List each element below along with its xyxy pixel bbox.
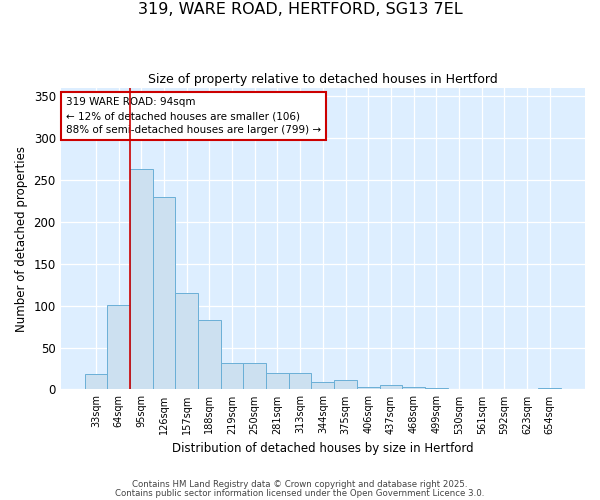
Text: 319, WARE ROAD, HERTFORD, SG13 7EL: 319, WARE ROAD, HERTFORD, SG13 7EL [137,2,463,18]
Y-axis label: Number of detached properties: Number of detached properties [15,146,28,332]
Title: Size of property relative to detached houses in Hertford: Size of property relative to detached ho… [148,72,498,86]
Bar [85,374,107,390]
Bar [402,387,425,390]
Bar [107,305,130,390]
Bar [198,320,221,390]
Text: Contains HM Land Registry data © Crown copyright and database right 2025.: Contains HM Land Registry data © Crown c… [132,480,468,489]
Bar [334,380,357,390]
Bar [152,197,175,390]
Bar [311,382,334,390]
Bar [244,364,266,390]
Text: 319 WARE ROAD: 94sqm
← 12% of detached houses are smaller (106)
88% of semi-deta: 319 WARE ROAD: 94sqm ← 12% of detached h… [66,97,321,135]
Bar [538,388,561,390]
Bar [266,372,289,390]
Bar [130,170,152,390]
Bar [289,372,311,390]
Bar [357,387,380,390]
Bar [425,388,448,390]
Bar [175,293,198,390]
Bar [380,385,402,390]
Bar [448,388,470,390]
Bar [221,364,244,390]
Text: Contains public sector information licensed under the Open Government Licence 3.: Contains public sector information licen… [115,488,485,498]
X-axis label: Distribution of detached houses by size in Hertford: Distribution of detached houses by size … [172,442,473,455]
